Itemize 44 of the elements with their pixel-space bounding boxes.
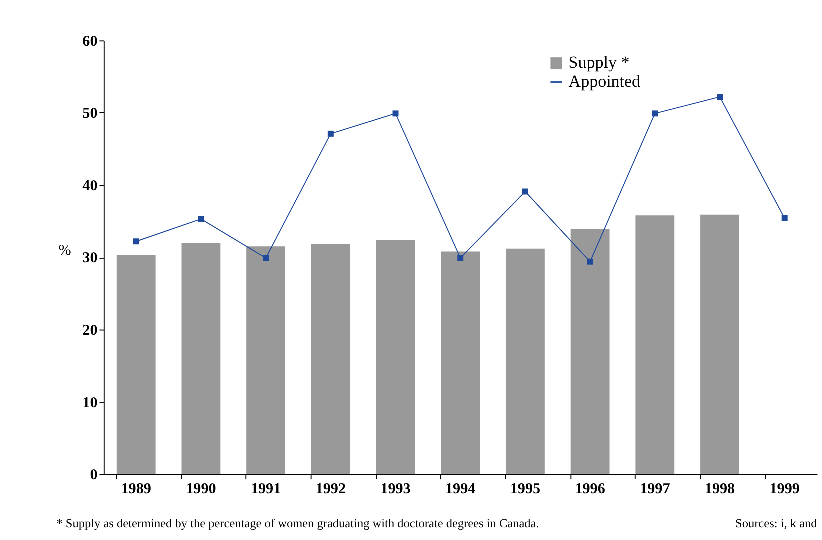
- point: [133, 238, 140, 245]
- point: [587, 258, 594, 265]
- y-tick-label: 0: [90, 468, 98, 484]
- bar: [570, 229, 610, 474]
- legend-label: Appointed: [568, 72, 642, 91]
- point: [263, 255, 270, 262]
- bar: [116, 255, 156, 474]
- bar: [506, 248, 545, 474]
- bar: [246, 246, 286, 474]
- x-tick-label: 1989: [121, 482, 152, 498]
- x-tick-label: 1994: [445, 482, 476, 498]
- y-tick-label: 60: [82, 34, 98, 50]
- bar: [182, 243, 221, 474]
- bar: [441, 252, 480, 474]
- point: [198, 216, 204, 222]
- point: [782, 216, 788, 222]
- x-tick-label: 1992: [316, 482, 346, 498]
- x-tick-label: 1995: [510, 482, 541, 498]
- x-tick-label: 1997: [640, 482, 671, 498]
- x-tick-label: 1990: [186, 482, 216, 498]
- bar: [636, 216, 675, 474]
- y-tick-label: 40: [82, 178, 98, 194]
- point: [328, 130, 334, 137]
- y-tick-label: 50: [82, 106, 98, 122]
- bar: [376, 240, 416, 474]
- y-tick-label: 10: [82, 395, 98, 412]
- bar: [311, 244, 350, 474]
- x-tick-label: 1993: [380, 482, 412, 498]
- point: [717, 94, 723, 100]
- point: [522, 188, 528, 195]
- point: [392, 110, 399, 117]
- legend-label: Supply *: [568, 53, 630, 72]
- y-axis-title: %: [58, 243, 72, 260]
- text: * Supply as determined by the percentage of women graduating with doctorate degrees in Canada.: [56, 516, 540, 530]
- y-tick-label: 30: [82, 250, 98, 267]
- source-note: Sources: i, k and: [736, 516, 818, 530]
- x-tick-label: 1999: [770, 482, 800, 498]
- bar: [700, 214, 740, 474]
- y-tick-label: 20: [82, 322, 98, 339]
- x-tick-label: 1991: [250, 482, 282, 498]
- point: [652, 110, 658, 117]
- x-tick-label: 1998: [704, 482, 736, 498]
- x-tick-label: 1996: [575, 482, 606, 498]
- point: [458, 255, 464, 262]
